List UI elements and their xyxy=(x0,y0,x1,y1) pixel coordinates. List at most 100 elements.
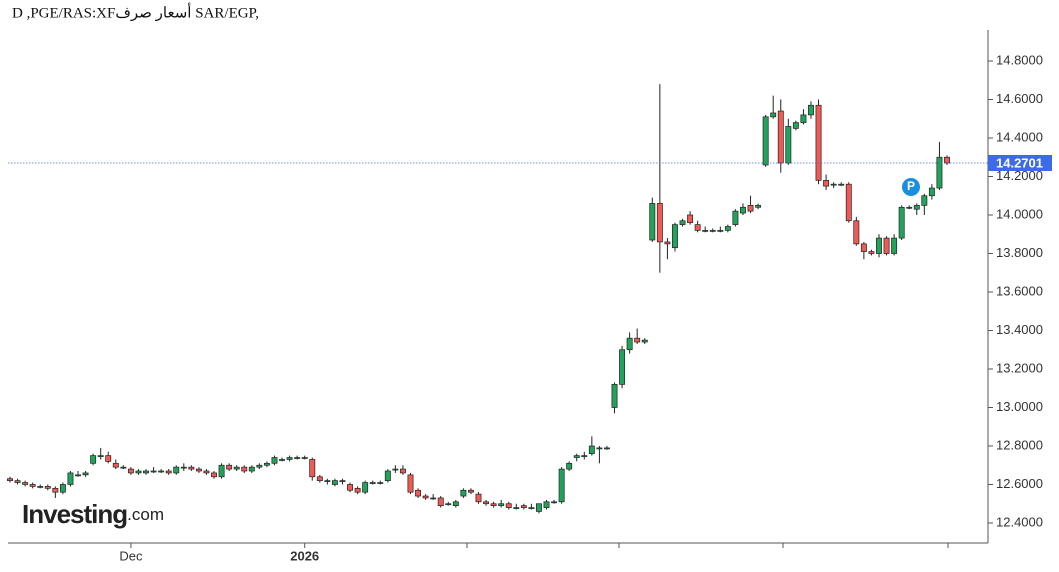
candle-body xyxy=(845,183,852,222)
candle-body xyxy=(309,459,316,478)
brand-suffix: .com xyxy=(127,505,164,524)
y-tick-label: 13.8000 xyxy=(996,245,1043,260)
candle-body xyxy=(135,470,142,474)
candle-body xyxy=(838,183,845,186)
y-tick-label: 12.4000 xyxy=(996,514,1043,529)
candle-body xyxy=(271,457,278,464)
candle-body xyxy=(324,480,331,482)
candle-body xyxy=(853,220,860,245)
y-tick-label: 14.6000 xyxy=(996,91,1043,106)
candle-body xyxy=(830,183,837,186)
candle-body xyxy=(286,457,293,460)
candle-body xyxy=(860,243,867,252)
candle-body xyxy=(611,384,618,408)
candle-body xyxy=(279,459,285,461)
candle-body xyxy=(558,468,565,503)
candle-body xyxy=(67,472,74,485)
candle-body xyxy=(588,445,595,455)
candle-body xyxy=(551,501,558,504)
candle-body xyxy=(301,457,308,459)
candle-body xyxy=(256,464,263,468)
candle-body xyxy=(876,237,882,254)
candle-body xyxy=(573,455,580,458)
candle-body xyxy=(347,484,353,491)
candle-body xyxy=(483,501,490,505)
candle-body xyxy=(581,455,588,457)
candle-body xyxy=(7,478,13,481)
candle-body xyxy=(105,455,112,462)
candle-body xyxy=(173,466,180,474)
candle-body xyxy=(679,220,686,225)
candle-body xyxy=(211,472,217,478)
candle-body xyxy=(143,470,149,474)
candle-body xyxy=(339,480,346,482)
candle-body xyxy=(906,206,913,209)
candle-body xyxy=(44,486,51,489)
candle-body xyxy=(921,195,928,206)
candle-body xyxy=(460,489,467,497)
candle-body xyxy=(233,466,240,470)
candle-body xyxy=(823,179,830,187)
candle-body xyxy=(165,470,172,474)
last-price-box xyxy=(988,154,1052,171)
pin-marker: P xyxy=(902,178,920,196)
candle-body xyxy=(263,462,270,466)
candle-body xyxy=(354,487,361,493)
candle-body xyxy=(195,468,202,472)
candle-body xyxy=(687,214,694,224)
candle-body xyxy=(520,505,527,508)
candle-body xyxy=(377,482,384,484)
candle-body xyxy=(672,224,678,249)
candle-body xyxy=(422,495,429,499)
candle-body xyxy=(452,501,459,507)
candle-body xyxy=(868,251,875,254)
candle-body xyxy=(112,462,119,468)
candle-body xyxy=(747,205,754,212)
candle-body xyxy=(52,487,59,493)
y-tick-label: 12.6000 xyxy=(996,476,1043,491)
candle-body xyxy=(664,241,671,245)
candle-body xyxy=(936,156,943,189)
candle-body xyxy=(604,447,610,450)
y-tick-label: 12.8000 xyxy=(996,437,1043,452)
candle-body xyxy=(641,339,648,343)
candle-body xyxy=(649,203,656,241)
candle-body xyxy=(634,337,641,343)
candle-body xyxy=(475,493,482,503)
y-tick-label: 14.0000 xyxy=(996,206,1043,221)
candle-body xyxy=(203,470,210,474)
candle-body xyxy=(180,466,187,469)
candle-body xyxy=(384,470,391,481)
candle-body xyxy=(596,447,603,450)
candle-body xyxy=(800,114,807,123)
y-tick-label: 14.4000 xyxy=(996,129,1043,144)
candle-body xyxy=(392,468,399,471)
candle-body xyxy=(316,476,323,481)
candle-body xyxy=(90,455,97,464)
y-tick-label: 13.0000 xyxy=(996,399,1043,414)
y-tick-label: 13.6000 xyxy=(996,283,1043,298)
candle-body xyxy=(226,464,233,470)
candle-body xyxy=(97,455,104,457)
candle-body xyxy=(331,480,338,485)
candle-body xyxy=(294,457,301,459)
candle-body xyxy=(158,470,165,473)
candle-body xyxy=(37,486,44,488)
candle-body xyxy=(755,205,762,208)
candle-body xyxy=(445,503,452,506)
candle-body xyxy=(717,230,724,232)
y-tick-label: 14.8000 xyxy=(996,52,1043,67)
candle-body xyxy=(770,112,777,118)
candle-body xyxy=(815,104,822,181)
candle-body xyxy=(513,507,520,509)
x-tick-label: Dec xyxy=(119,548,143,563)
candle-body xyxy=(490,503,497,507)
candle-body xyxy=(528,507,535,509)
candle-body xyxy=(694,224,701,231)
candle-body xyxy=(399,468,406,474)
candle-body xyxy=(369,482,376,484)
candle-body xyxy=(891,237,898,254)
candle-body xyxy=(241,466,248,472)
y-tick-label: 13.2000 xyxy=(996,360,1043,375)
